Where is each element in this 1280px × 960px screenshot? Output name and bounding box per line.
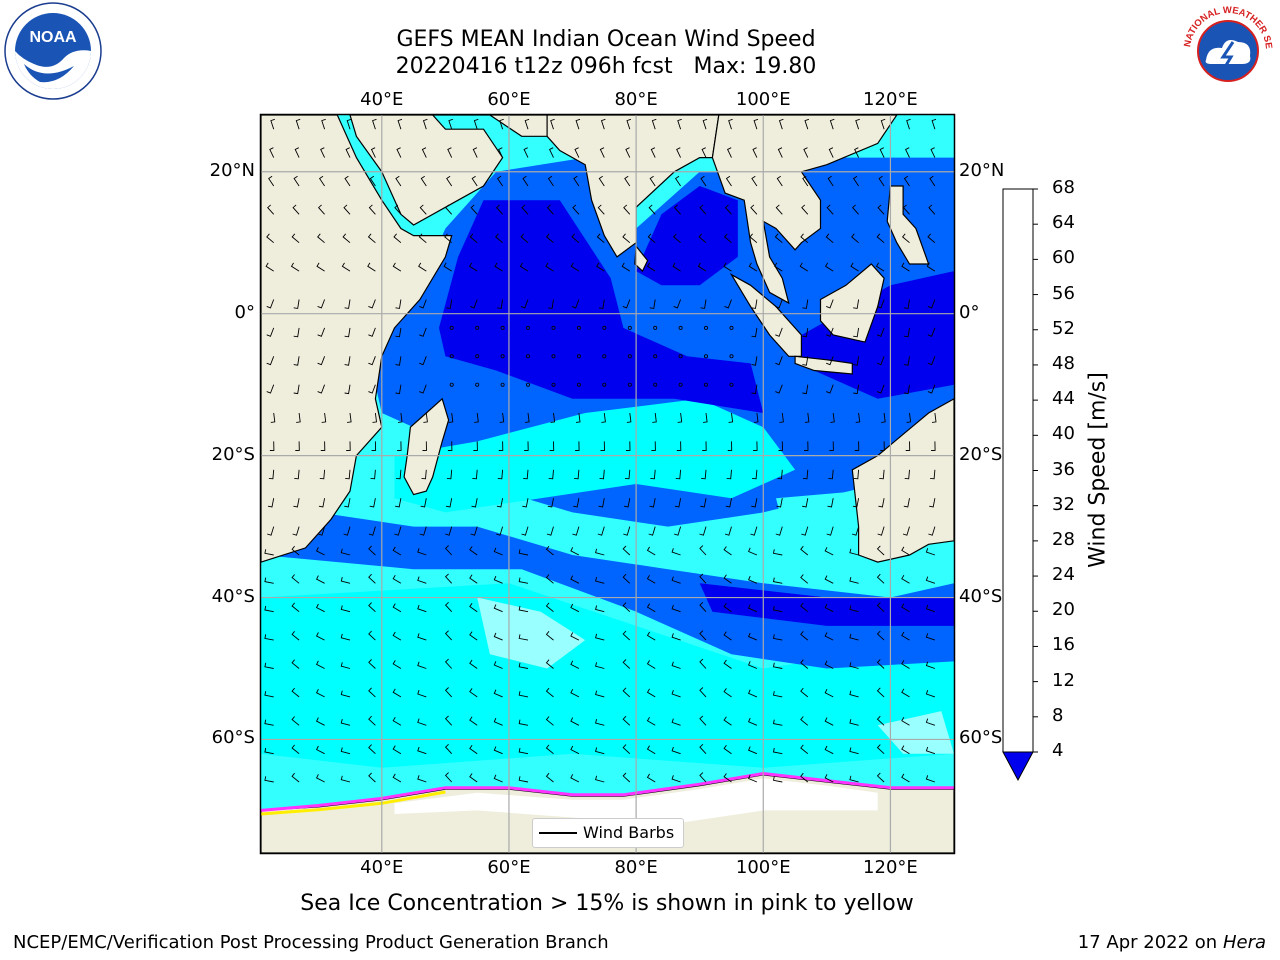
- land-australia: [851, 398, 954, 563]
- lon-tick-bottom-40: 40°E: [360, 857, 404, 878]
- colorbar-label-12: 12: [1052, 669, 1075, 691]
- lat-tick-right--60: 60°S: [959, 727, 1003, 749]
- map-legend: Wind Barbs: [532, 818, 684, 848]
- map-frame: [259, 113, 956, 855]
- lat-tick-right-0: 0°: [959, 301, 980, 323]
- legend-label: Wind Barbs: [583, 823, 675, 842]
- colorbar-title: Wind Speed [m/s]: [1085, 372, 1111, 568]
- land-srilanka: [634, 244, 649, 273]
- colorbar-label-60: 60: [1052, 247, 1075, 269]
- lat-tick-left-20: 20°N: [209, 159, 255, 181]
- colorbar-label-20: 20: [1052, 599, 1075, 621]
- lat-tick-left--60: 60°S: [211, 727, 255, 749]
- sea-ice-edge-pink: [261, 771, 954, 812]
- colorbar-under-arrow: [1002, 751, 1034, 782]
- zone-16-20-sw: [877, 711, 954, 754]
- land-seasia: [711, 115, 898, 305]
- chart-title-line1: GEFS MEAN Indian Ocean Wind Speed: [396, 27, 816, 52]
- colorbar-label-68: 68: [1052, 177, 1075, 198]
- colorbar-label-8: 8: [1052, 704, 1064, 726]
- zone-16-20-south: [477, 597, 586, 669]
- noaa-logo-icon: NOAA: [4, 2, 102, 100]
- nws-logo-icon: NATIONAL WEATHER SERVICE: [1175, 0, 1278, 100]
- land-java: [794, 355, 853, 375]
- lon-tick-bottom-120: 120°E: [863, 857, 918, 878]
- footer-date: 17 Apr 2022 on Hera: [1078, 932, 1266, 953]
- legend-line-icon: [539, 832, 577, 834]
- lat-tick-left--40: 40°S: [211, 585, 255, 607]
- colorbar-label-24: 24: [1052, 564, 1075, 586]
- lon-tick-top-80: 80°E: [614, 89, 658, 110]
- zone-8-12-south: [261, 583, 954, 768]
- graticule: [261, 115, 954, 853]
- colorbar-label-28: 28: [1052, 528, 1075, 550]
- colorbar-label-4: 4: [1052, 740, 1064, 761]
- colorbar-label-48: 48: [1052, 352, 1075, 374]
- lon-tick-bottom-60: 60°E: [487, 857, 531, 878]
- noaa-logo-text: NOAA: [29, 29, 77, 46]
- lon-tick-top-120: 120°E: [863, 89, 918, 110]
- lat-tick-left-0: 0°: [234, 301, 255, 323]
- lon-tick-bottom-80: 80°E: [614, 857, 658, 878]
- colorbar-label-52: 52: [1052, 317, 1075, 339]
- land-sumatra: [729, 273, 803, 357]
- sea-ice-edge-yellow: [261, 790, 446, 816]
- chart-title-line2: 20220416 t12z 096h fcst Max: 19.80: [395, 54, 817, 79]
- land-iran: [432, 115, 561, 137]
- footer-credit: NCEP/EMC/Verification Post Processing Pr…: [13, 932, 609, 953]
- colorbar-label-44: 44: [1052, 388, 1075, 410]
- footer-host: Hera: [1222, 932, 1266, 953]
- lon-tick-top-100: 100°E: [735, 89, 791, 110]
- colorbar-label-40: 40: [1052, 423, 1075, 445]
- colorbar-label-64: 64: [1052, 212, 1075, 234]
- land-arabia: [349, 115, 504, 226]
- wind-barbs: [264, 118, 937, 783]
- lat-tick-right-20: 20°N: [959, 159, 1005, 181]
- footer-date-text: 17 Apr 2022 on: [1077, 932, 1223, 953]
- lon-tick-top-60: 60°E: [487, 89, 531, 110]
- sea-ice-caption: Sea Ice Concentration > 15% is shown in …: [300, 891, 914, 916]
- lat-tick-right--20: 20°S: [959, 443, 1003, 465]
- lon-tick-top-40: 40°E: [360, 89, 404, 110]
- colorbar-label-32: 32: [1052, 493, 1075, 515]
- colorbar-label-56: 56: [1052, 282, 1075, 304]
- zone-lt4-equator: [439, 200, 764, 413]
- zone-4-8-central: [261, 512, 954, 669]
- lat-tick-right--40: 40°S: [959, 585, 1003, 607]
- map-area: [261, 115, 954, 853]
- colorbar: [1002, 188, 1038, 782]
- lat-tick-left--20: 20°S: [211, 443, 255, 465]
- colorbar-label-16: 16: [1052, 634, 1075, 656]
- colorbar-frame: [1002, 188, 1034, 753]
- zone-lt4-bay: [636, 186, 738, 286]
- lon-tick-bottom-100: 100°E: [735, 857, 791, 878]
- colorbar-label-36: 36: [1052, 458, 1075, 480]
